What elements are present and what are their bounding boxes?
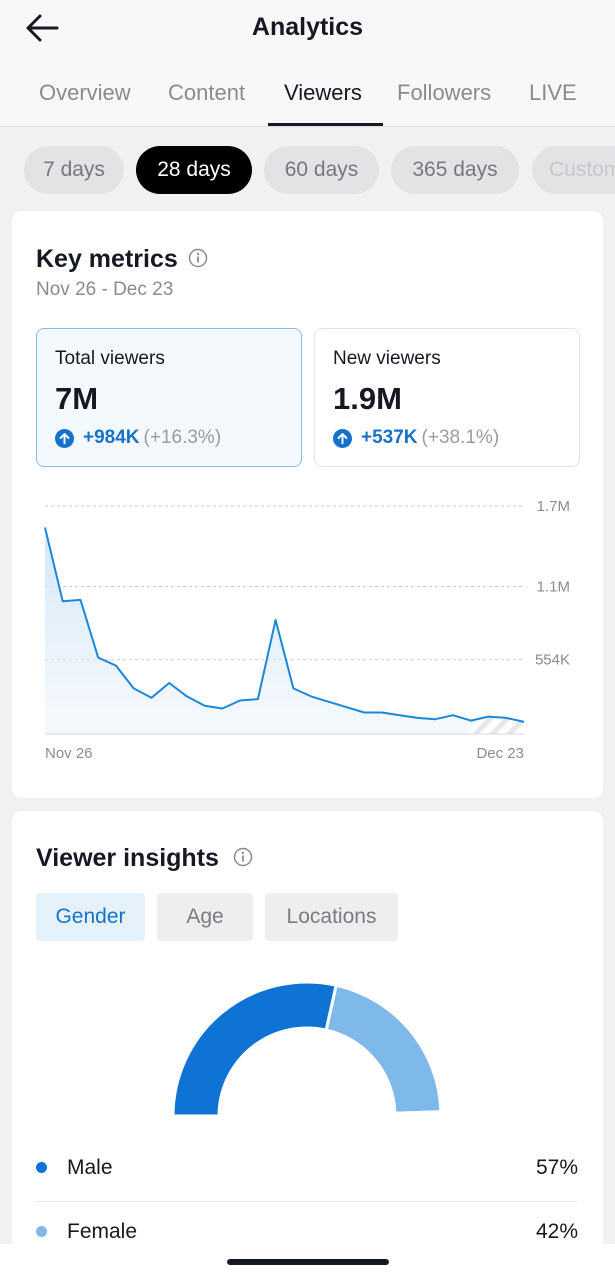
tab-content[interactable]: Content (168, 80, 246, 105)
range-custom-chip[interactable]: Custom (532, 146, 615, 194)
gender-donut-chart (171, 980, 443, 1118)
range-365-days-chip[interactable]: 365 days (391, 146, 519, 194)
metric-percent: (+16.3%) (143, 427, 222, 448)
viewer-insights-title: Viewer insights (36, 844, 219, 872)
new-viewers-metric[interactable]: New viewers 1.9M +537K (+38.1%) (314, 328, 580, 467)
donut-slice-male[interactable] (171, 980, 339, 1118)
chart-area-fill (45, 527, 524, 734)
info-circle-icon[interactable] (233, 847, 253, 867)
range-7-days-chip[interactable]: 7 days (24, 146, 124, 194)
viewer-insights-card: Viewer insights Gender Age Locations Mal… (12, 811, 603, 1271)
chart-pending-hatch (470, 716, 524, 734)
metric-label: Total viewers (55, 348, 165, 369)
key-metrics-card: Key metrics Nov 26 - Dec 23 Total viewer… (12, 211, 603, 798)
total-viewers-metric[interactable]: Total viewers 7M +984K (+16.3%) (36, 328, 302, 467)
metric-delta: +984K (83, 427, 140, 448)
arrow-up-circle-icon (55, 428, 74, 448)
x-tick-label: Dec 23 (476, 745, 524, 762)
tab-followers[interactable]: Followers (397, 80, 492, 105)
tab-bar: Overview Content Viewers Followers LIVE (0, 80, 615, 127)
y-tick-label: 1.7M (537, 498, 570, 515)
arrow-up-circle-icon (333, 428, 352, 448)
locations-tab[interactable]: Locations (265, 893, 398, 941)
chart-series-line (44, 527, 525, 723)
y-tick-label: 1.1M (537, 578, 570, 595)
metric-change: +984K (+16.3%) (55, 427, 221, 449)
legend-dot (36, 1162, 47, 1173)
metric-label: New viewers (333, 348, 441, 369)
metric-percent: (+38.1%) (421, 427, 500, 448)
active-tab-indicator (268, 123, 383, 126)
legend-value: 42% (535, 1220, 578, 1243)
legend-dot (36, 1226, 47, 1237)
info-circle-icon[interactable] (188, 248, 208, 268)
donut-slice-female[interactable] (324, 983, 443, 1115)
back-button[interactable] (22, 10, 62, 46)
legend-row-male: Male 57% (36, 1138, 578, 1202)
date-range-selector: 7 days 28 days 60 days 365 days Custom (0, 146, 615, 194)
key-metrics-title: Key metrics (36, 245, 178, 273)
donut-slice-other[interactable] (393, 1110, 443, 1118)
page-title: Analytics (251, 13, 364, 41)
top-bar: Analytics Overview Content Viewers Follo… (0, 0, 615, 127)
metric-value: 1.9M (333, 381, 402, 416)
range-28-days-chip[interactable]: 28 days (136, 146, 252, 194)
home-indicator[interactable] (227, 1259, 389, 1265)
date-range-label: Nov 26 - Dec 23 (36, 279, 174, 300)
legend-value: 57% (535, 1156, 578, 1179)
metric-delta: +537K (361, 427, 418, 448)
home-bar-area (0, 1244, 615, 1280)
x-tick-label: Nov 26 (45, 745, 93, 762)
legend-row-female: Female 42% (36, 1202, 578, 1266)
metric-change: +537K (+38.1%) (333, 427, 499, 449)
age-tab[interactable]: Age (157, 893, 253, 941)
y-tick-label: 554K (535, 652, 570, 669)
tab-live[interactable]: LIVE (529, 80, 577, 105)
tab-viewers[interactable]: Viewers (284, 80, 362, 105)
divider (36, 1201, 578, 1202)
legend-label: Female (67, 1220, 138, 1243)
viewers-line-chart[interactable]: 1.7M 1.1M 554K Nov 26 Dec 23 (12, 481, 603, 771)
legend-label: Male (67, 1156, 113, 1179)
metric-value: 7M (55, 381, 99, 416)
gender-tab[interactable]: Gender (36, 893, 145, 941)
tab-overview[interactable]: Overview (39, 80, 131, 105)
arrow-left-icon (26, 14, 59, 42)
range-60-days-chip[interactable]: 60 days (264, 146, 379, 194)
